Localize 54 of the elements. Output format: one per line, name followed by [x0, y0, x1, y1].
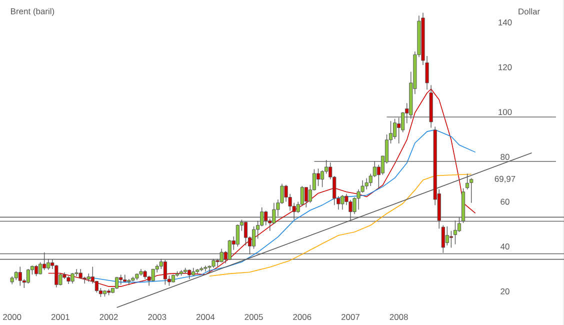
candlestick [26, 268, 30, 284]
candlestick [115, 276, 119, 290]
candlestick [127, 278, 131, 286]
candlestick [228, 239, 232, 260]
y-tick-label: 40 [500, 244, 510, 250]
candlestick [70, 272, 74, 284]
x-tick-label: 2006 [293, 314, 312, 320]
y-tick-label: 120 [498, 64, 512, 70]
y-tick-label: 60 [500, 198, 510, 205]
candlestick [260, 206, 264, 227]
x-tick-label: 2000 [3, 314, 22, 320]
candlestick [316, 168, 320, 186]
candlestick [401, 112, 405, 133]
text: Brent (baril) [11, 8, 54, 16]
candlestick [449, 230, 453, 248]
x-tick-label: 2004 [196, 314, 215, 320]
candlestick [204, 265, 208, 272]
candlestick [340, 194, 344, 210]
x-tick-label: 2007 [341, 314, 360, 320]
candlestick [470, 178, 474, 204]
x-tick-label: 2008 [390, 314, 408, 320]
candlestick [220, 248, 224, 263]
candlestick [393, 118, 397, 140]
line-series [88, 129, 476, 283]
y-tick-label: 80 [500, 154, 510, 160]
line-series [209, 174, 472, 277]
candlestick [453, 220, 458, 245]
candlestick [304, 186, 308, 208]
x-tick-label: 2001 [51, 314, 70, 320]
x-tick-label: 2003 [148, 314, 166, 320]
candlestick [38, 262, 42, 275]
x-tick-label: 2002 [100, 314, 118, 320]
y-axis-title: Dollar [518, 8, 540, 14]
x-tick-label: 2005 [244, 314, 263, 320]
y-tick-label: 140 [498, 19, 512, 26]
candlestick [244, 222, 248, 246]
candlestick [457, 217, 462, 232]
candlestick [320, 170, 324, 188]
candlestick [445, 226, 449, 246]
candlestick [466, 173, 470, 190]
y-tick-label: 69,97 [494, 176, 516, 183]
candlestick [252, 226, 256, 250]
candlestick [18, 266, 22, 286]
y-tick-label: 20 [500, 288, 510, 294]
candlestick [364, 178, 368, 190]
candlestick [441, 224, 445, 254]
candlestick [46, 258, 50, 270]
y-tick-label: 100 [498, 109, 512, 116]
line-series [48, 88, 476, 287]
candlestick [236, 224, 240, 247]
candlestick [42, 252, 46, 270]
candlestick [188, 269, 192, 280]
candlestick [34, 264, 38, 276]
candlestick [151, 268, 155, 282]
